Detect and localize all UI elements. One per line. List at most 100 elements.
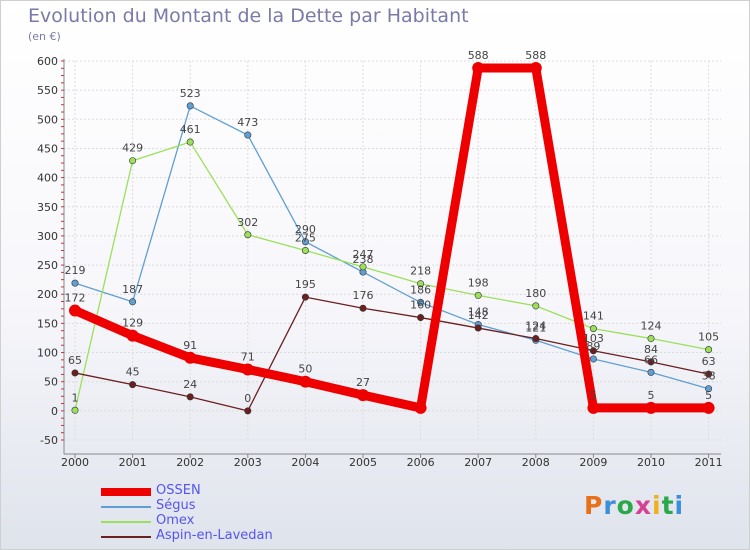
data-point xyxy=(474,324,482,332)
data-point xyxy=(702,401,715,414)
data-label: 142 xyxy=(468,309,489,322)
data-label: 160 xyxy=(410,299,431,312)
data-label: 38 xyxy=(702,370,716,383)
data-label: 187 xyxy=(122,283,143,296)
data-point xyxy=(529,61,542,74)
y-tick-label: 150 xyxy=(37,317,58,330)
data-point xyxy=(301,238,309,246)
data-label: 195 xyxy=(295,278,316,291)
data-label: 186 xyxy=(410,283,431,296)
x-tick-label: 2000 xyxy=(61,456,89,469)
data-label: 5 xyxy=(705,389,712,402)
logo-letter: i xyxy=(674,491,685,520)
data-label: 172 xyxy=(65,292,86,305)
data-label: 24 xyxy=(183,378,197,391)
x-tick-label: 2007 xyxy=(464,456,492,469)
data-point xyxy=(301,247,309,255)
data-point xyxy=(244,131,252,139)
x-tick-label: 2010 xyxy=(637,456,665,469)
data-label-layer: 219 187 523 473 290 238 186 148 121 89 66 38 1 429 461… xyxy=(65,49,720,405)
data-label: 238 xyxy=(353,253,374,266)
data-point xyxy=(647,368,655,376)
data-label: 219 xyxy=(65,264,86,277)
data-point xyxy=(71,406,79,414)
data-label: 176 xyxy=(353,289,374,302)
data-label: 50 xyxy=(298,363,312,376)
data-point xyxy=(186,102,194,110)
data-point xyxy=(299,375,312,388)
data-point xyxy=(472,61,485,74)
data-point xyxy=(417,314,425,322)
data-label: 89 xyxy=(586,340,600,353)
legend-label: OSSEN xyxy=(156,483,201,498)
data-point xyxy=(126,329,139,342)
x-tick-label: 2005 xyxy=(349,456,377,469)
legend-label: Omex xyxy=(156,513,195,528)
data-label: 141 xyxy=(583,310,604,323)
data-label: 148 xyxy=(468,306,489,319)
data-label: 290 xyxy=(295,223,316,236)
series-layer xyxy=(69,61,715,415)
data-point xyxy=(301,293,309,301)
y-tick-label: 450 xyxy=(37,142,58,155)
legend-label: Ségus xyxy=(156,498,196,513)
data-point xyxy=(589,355,597,363)
x-tick-label: 2001 xyxy=(119,456,147,469)
data-point xyxy=(532,335,540,343)
data-label: 27 xyxy=(356,376,370,389)
y-tick-label: 400 xyxy=(37,172,58,185)
data-label: 218 xyxy=(410,265,431,278)
x-tick-label: 2003 xyxy=(234,456,262,469)
data-point xyxy=(587,401,600,414)
data-point xyxy=(244,231,252,239)
data-label: 45 xyxy=(126,366,140,379)
y-tick-label: -50 xyxy=(40,434,58,447)
data-point xyxy=(69,304,81,317)
data-point xyxy=(129,157,137,165)
data-label: 5 xyxy=(648,389,655,402)
data-label: 65 xyxy=(68,354,82,367)
y-tick-label: 300 xyxy=(37,230,58,243)
data-label: 275 xyxy=(295,232,316,245)
x-tick-label: 2004 xyxy=(291,456,319,469)
data-label: 66 xyxy=(644,353,658,366)
series-line-s-gus xyxy=(74,105,710,390)
data-point xyxy=(186,393,194,401)
y-tick-label: 600 xyxy=(37,55,58,68)
data-label: 124 xyxy=(641,320,662,333)
axis-layer: -500501001502002503003504004505005506002… xyxy=(37,55,723,469)
data-label: 588 xyxy=(468,49,489,62)
data-label: 180 xyxy=(525,287,546,300)
legend-swatch xyxy=(101,521,151,523)
data-point xyxy=(705,385,713,393)
data-point xyxy=(357,389,369,402)
data-point xyxy=(414,401,427,414)
data-point xyxy=(532,302,540,310)
data-point xyxy=(474,291,482,299)
data-point xyxy=(589,347,597,355)
y-tick-label: 500 xyxy=(37,113,58,126)
series-line-aspin-en-lavedan xyxy=(74,296,710,412)
data-label: 121 xyxy=(525,321,546,334)
x-tick-label: 2011 xyxy=(695,456,723,469)
y-tick-label: 50 xyxy=(44,376,58,389)
logo-letter: r xyxy=(603,491,617,520)
logo-letter: o xyxy=(616,491,635,520)
data-point xyxy=(417,298,425,306)
data-point xyxy=(359,263,367,271)
data-point xyxy=(647,335,655,343)
x-tick-label: 2006 xyxy=(407,456,435,469)
logo-letter: t xyxy=(661,491,675,520)
proxiti-logo: Proxiti xyxy=(584,491,684,520)
data-point xyxy=(186,138,194,146)
data-label: 71 xyxy=(241,350,255,363)
data-label: 103 xyxy=(583,332,604,345)
logo-letter: P xyxy=(584,491,604,520)
data-point xyxy=(589,325,597,333)
y-tick-label: 200 xyxy=(37,288,58,301)
data-label: 473 xyxy=(237,116,258,129)
legend-swatch xyxy=(101,536,151,538)
x-tick-label: 2002 xyxy=(176,456,204,469)
